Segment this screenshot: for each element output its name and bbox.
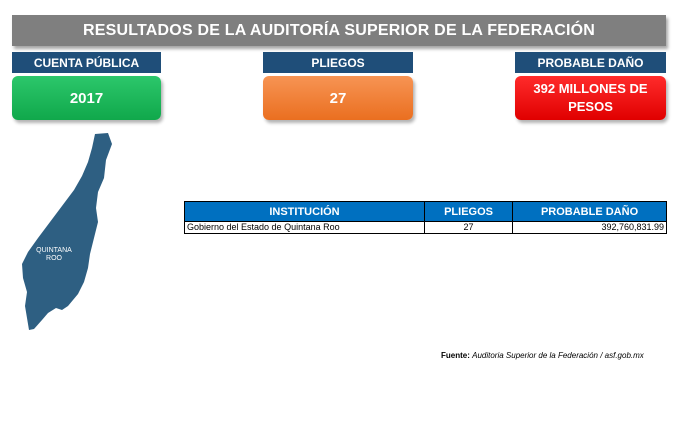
source-note: Fuente: Auditoria Superior de la Federac…	[441, 351, 644, 360]
map-label-line2: ROO	[46, 255, 63, 262]
report-title: RESULTADOS DE LA AUDITORÍA SUPERIOR DE L…	[12, 15, 666, 46]
results-table: INSTITUCIÓN PLIEGOS PROBABLE DAÑO Gobier…	[184, 201, 667, 234]
cell-pliegos: 27	[423, 221, 514, 234]
quintana-roo-map: QUINTANA ROO	[22, 133, 112, 330]
map-label-line1: QUINTANA	[36, 247, 72, 254]
kpi-value-cuenta-publica: 2017	[12, 76, 161, 120]
kpi-label-cuenta-publica: CUENTA PÚBLICA	[12, 52, 161, 73]
source-label: Fuente:	[441, 351, 470, 360]
quintana-roo-shape	[22, 133, 112, 330]
header-institucion: INSTITUCIÓN	[184, 201, 425, 222]
kpi-value-pliegos: 27	[263, 76, 413, 120]
cell-probable-dano: 392,760,831.99	[512, 221, 667, 234]
cell-institucion: Gobierno del Estado de Quintana Roo	[184, 221, 425, 234]
kpi-label-pliegos: PLIEGOS	[263, 52, 413, 73]
table-header-row: INSTITUCIÓN PLIEGOS PROBABLE DAÑO	[184, 201, 667, 222]
kpi-label-probable-dano: PROBABLE DAÑO	[515, 52, 666, 73]
header-probable-dano: PROBABLE DAÑO	[512, 201, 667, 222]
table-row: Gobierno del Estado de Quintana Roo 27 3…	[184, 221, 667, 234]
kpi-value-probable-dano: 392 MILLONES DE PESOS	[515, 76, 666, 120]
source-text: Auditoria Superior de la Federación / as…	[472, 351, 644, 360]
header-pliegos: PLIEGOS	[423, 201, 514, 222]
